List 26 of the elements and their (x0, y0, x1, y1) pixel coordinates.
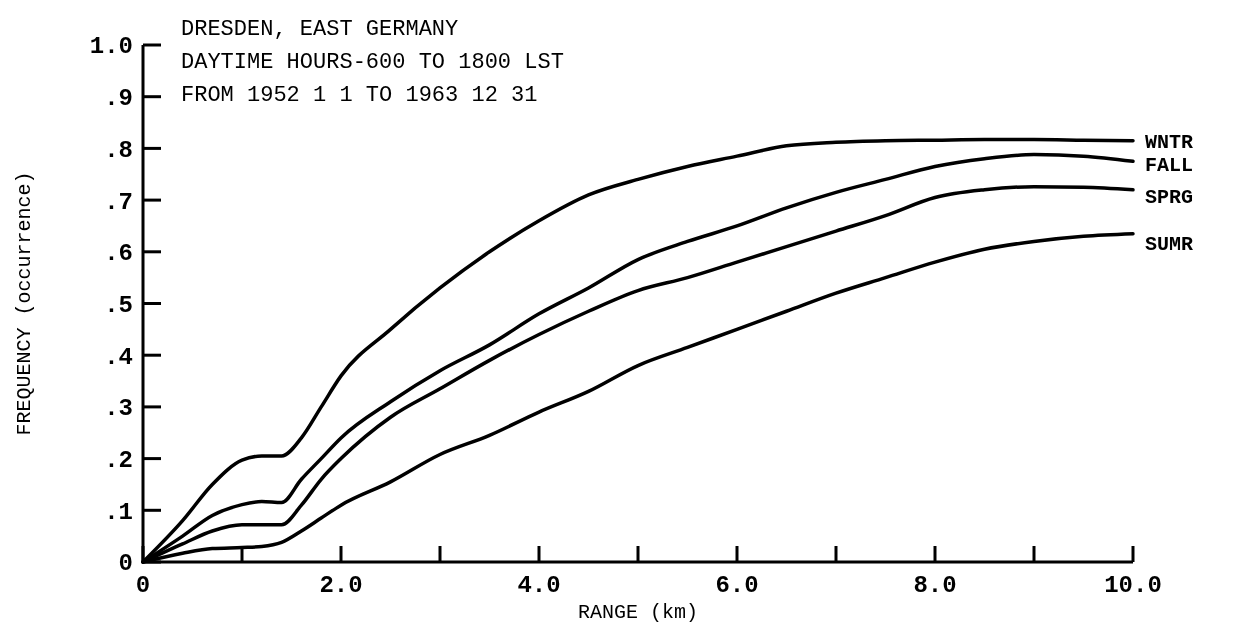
y-tick-label: .3 (104, 395, 133, 423)
x-tick-label: 4.0 (517, 572, 561, 599)
y-tick-label: .1 (104, 498, 133, 526)
y-tick-label: 1.0 (89, 33, 133, 61)
series-label: WNTR (1145, 130, 1194, 154)
x-axis-title: RANGE (km) (577, 601, 699, 623)
y-tick-label: 0 (118, 550, 133, 578)
x-tick-label: 8.0 (913, 572, 957, 599)
x-tick-label: 6.0 (715, 572, 759, 599)
annotation: FROM 1952 1 1 TO 1963 12 31 (181, 83, 538, 108)
y-tick-label: .4 (104, 343, 133, 371)
y-tick-label: .6 (104, 240, 133, 268)
y-tick-label: .9 (104, 85, 133, 113)
y-tick-label: .7 (104, 188, 133, 216)
y-tick-label: .8 (104, 136, 133, 164)
x-tick-label: 2.0 (319, 572, 363, 599)
x-tick-label: 10.0 (1104, 572, 1162, 599)
x-tick-label: 0 (135, 572, 151, 599)
series-label: SPRG (1145, 185, 1194, 209)
y-axis-title: FREQUENCY (occurrence) (13, 171, 36, 436)
annotation: DAYTIME HOURS-600 TO 1800 LST (181, 50, 564, 75)
series-label: SUMR (1145, 232, 1194, 256)
y-tick-label: .2 (104, 447, 133, 474)
y-tick-label: .5 (104, 291, 133, 319)
series-label: FALL (1145, 154, 1194, 178)
text: DRESDEN, EAST GERMANY (181, 17, 459, 42)
